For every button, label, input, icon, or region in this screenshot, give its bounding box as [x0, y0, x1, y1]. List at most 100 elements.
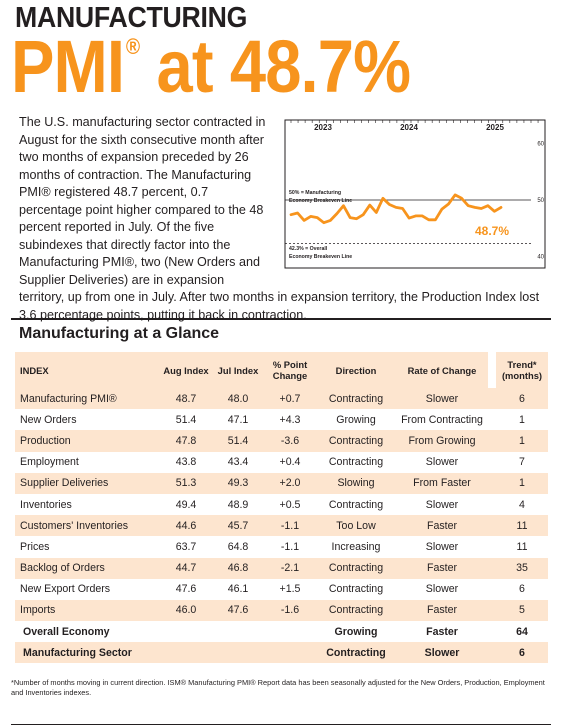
header-title-pmi: PMI® at 48.7%	[11, 24, 411, 109]
cell-rate: Slower	[396, 388, 488, 410]
table-row: New Export Orders 47.6 46.1 +1.5 Contracting…	[15, 579, 548, 600]
col-trend: Trend* (months)	[496, 352, 548, 388]
cell-trend: 6	[496, 388, 548, 410]
cell-rate: Faster	[396, 599, 488, 622]
col-index: INDEX	[15, 352, 160, 388]
chart-frame	[284, 119, 546, 269]
y-tick-label: 50	[537, 198, 544, 204]
cell-direction: Slowing	[316, 472, 396, 494]
cell-index: Production	[15, 430, 160, 452]
cell-rate: From Growing	[396, 430, 488, 452]
header-title-line1: MANUFACTURING	[15, 2, 248, 34]
cell-change: -1.1	[280, 540, 300, 553]
cell-gap	[488, 557, 496, 579]
cell-change: -1.1	[264, 515, 316, 537]
cell-change: -1.6	[264, 599, 316, 622]
cell-trend: 7	[519, 456, 525, 469]
current-value-label: 48.7%	[475, 224, 509, 238]
table-row: Supplier Deliveries 51.3 49.3 +2.0 Slowing Fr…	[15, 472, 548, 494]
cell-index: Manufacturing Sector	[15, 642, 160, 664]
cell-index: New Export Orders	[20, 583, 111, 596]
cell-index: Imports	[15, 599, 160, 622]
cell-change: -3.6	[264, 430, 316, 452]
cell-change	[264, 642, 316, 664]
cell-direction: Growing	[334, 625, 378, 638]
cell-change: +2.0	[264, 472, 316, 494]
cell-index: Manufacturing PMI®	[15, 388, 160, 410]
cell-direction: Increasing	[331, 540, 381, 553]
footnote: *Number of months moving in current dire…	[11, 678, 545, 697]
cell-aug	[160, 642, 212, 664]
cell-gap	[488, 599, 496, 622]
cell-jul: 47.1	[227, 413, 249, 426]
annotation-50: Economy Breakeven Line	[289, 198, 352, 204]
annotation-42: Economy Breakeven Line	[289, 254, 352, 260]
col-rate: Rate of Change	[396, 352, 488, 388]
cell-rate: Faster	[396, 515, 488, 537]
cell-change: +0.5	[279, 498, 301, 511]
cell-index: Customers' Inventories	[15, 515, 160, 537]
y-tick-label: 60	[537, 141, 544, 147]
cell-trend: 4	[519, 498, 525, 511]
year-label: 2024	[400, 123, 418, 132]
cell-gap	[488, 472, 496, 494]
pmi-mini-chart: 2023 2024 2025 60 50 40 50% = Manufacturing Eco…	[283, 118, 547, 270]
cell-direction: Contracting	[328, 456, 384, 469]
cell-index: Inventories	[20, 498, 72, 511]
cell-rate: Faster	[396, 557, 488, 579]
cell-aug: 47.6	[175, 583, 197, 596]
table-row: Employment 43.8 43.4 +0.4 Contracting Slower 7	[15, 452, 548, 473]
y-tick-label: 40	[537, 255, 544, 261]
table-row: Customers' Inventories 44.6 45.7 -1.1 Too Lo…	[15, 515, 548, 537]
cell-jul: 46.1	[227, 583, 249, 596]
cell-rate: Slower	[425, 498, 459, 511]
glance-header-row: INDEX Aug Index Jul Index % Point Change…	[15, 352, 548, 388]
col-change: % Point Change	[264, 352, 316, 388]
table-row: New Orders 51.4 47.1 +4.3 Growing From Contra…	[15, 409, 548, 430]
year-label: 2025	[486, 123, 504, 132]
cell-aug: 49.4	[175, 498, 197, 511]
cell-index: Overall Economy	[23, 625, 110, 638]
cell-jul	[212, 642, 264, 664]
cell-rate: Slower	[425, 583, 459, 596]
cell-gap	[488, 536, 496, 557]
cell-direction: Contracting	[316, 557, 396, 579]
pmi-mini-chart-svg: 2023 2024 2025 60 50 40 50% = Manufacturing Eco…	[284, 119, 546, 269]
cell-direction: Contracting	[328, 583, 384, 596]
cell-index: Backlog of Orders	[15, 557, 160, 579]
bottom-rule	[11, 724, 551, 725]
annotation-42: 42.3% = Overall	[289, 246, 328, 252]
cell-jul: 46.8	[212, 557, 264, 579]
cell-rate: Slower	[425, 540, 459, 553]
summary-row: Manufacturing Sector Contracting Slower 6	[15, 642, 548, 664]
table-row: Imports 46.0 47.6 -1.6 Contracting Faster 5	[15, 599, 548, 622]
cell-gap	[488, 579, 496, 600]
col-gap	[488, 352, 496, 388]
cell-aug: 46.0	[160, 599, 212, 622]
cell-jul: 51.4	[212, 430, 264, 452]
cell-direction: Too Low	[316, 515, 396, 537]
cell-index: New Orders	[20, 413, 77, 426]
cell-change: +1.5	[279, 583, 301, 596]
col-direction: Direction	[316, 352, 396, 388]
cell-rate: From Contracting	[401, 413, 483, 426]
cell-direction: Contracting	[316, 642, 396, 664]
cell-gap	[488, 452, 496, 473]
year-label: 2023	[314, 123, 332, 132]
annotation-50: 50% = Manufacturing	[289, 190, 341, 196]
cell-rate: Slower	[425, 456, 459, 469]
cell-direction: Contracting	[328, 498, 384, 511]
cell-trend: 35	[496, 557, 548, 579]
cell-direction: Contracting	[316, 388, 396, 410]
cell-aug: 43.8	[175, 456, 197, 469]
cell-jul: 45.7	[212, 515, 264, 537]
cell-gap	[488, 515, 496, 537]
cell-gap	[488, 621, 496, 642]
glance-body: Manufacturing PMI® 48.7 48.0 +0.7 Contractin…	[15, 388, 548, 664]
section-divider	[11, 318, 551, 320]
cell-trend: 11	[496, 515, 548, 537]
cell-trend: 64	[516, 625, 528, 638]
cell-jul: 64.8	[227, 540, 249, 553]
cell-jul: 49.3	[212, 472, 264, 494]
cell-trend: 5	[496, 599, 548, 622]
